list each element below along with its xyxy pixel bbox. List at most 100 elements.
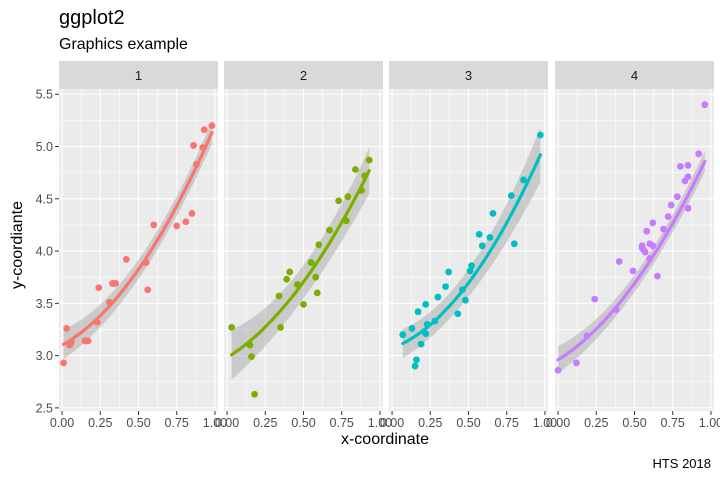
x-tick-label: 0.25 [88,416,112,430]
facet-strip [224,61,383,89]
x-tick-label: 0.75 [165,416,189,430]
data-point [591,295,599,303]
smooth-fit-line [61,131,214,346]
data-point [173,222,181,230]
x-tick-label: 0.75 [330,416,354,430]
data-point [643,227,651,235]
data-point [615,258,623,265]
data-point [445,268,453,276]
data-point [554,366,562,374]
data-point [408,325,416,332]
data-point [63,325,71,332]
facet-strip [555,61,714,89]
data-point [676,162,684,170]
data-point [182,218,190,226]
x-tick-label: 0.50 [456,416,480,430]
data-point [478,242,486,250]
data-point [122,256,130,263]
data-point [649,242,657,250]
data-point [313,289,321,297]
data-point [454,310,462,318]
chart-subtitle: Graphics example [59,36,188,53]
data-point [60,359,67,367]
facet-panel-1: 1 0.00 0.25 0.50 0.75 1.00 [50,61,227,430]
data-point [399,331,407,339]
x-tick-label: 0.00 [546,416,570,430]
facet-strip-label: 4 [631,68,638,83]
data-point [144,286,152,294]
facet-strip-label: 1 [135,68,142,83]
data-point [520,176,527,184]
smooth-fit-line [230,169,371,357]
y-axis-ticks: 2.5 3.0 3.5 4.0 4.5 5.0 5.5 [36,88,59,415]
facet-panel-2: 2 0.00 0.25 0.50 0.75 1.00 [215,61,392,430]
data-point [667,201,675,209]
data-point [629,267,637,275]
data-point [312,273,320,281]
data-point [649,219,657,227]
data-point [365,156,373,164]
x-tick-label: 0.00 [380,416,404,430]
y-axis-title: y-coordiante [9,201,26,289]
x-tick-label: 1.00 [203,416,227,430]
data-point [486,234,494,241]
data-point [695,150,703,158]
data-point [654,272,661,280]
x-tick-label: 0.75 [661,416,685,430]
data-point [684,173,692,181]
y-tick-label: 5.0 [36,140,53,154]
data-point [422,300,430,308]
data-point [326,226,333,234]
data-point [200,126,208,134]
data-point [95,284,103,292]
facet-strip [389,61,548,89]
y-tick-label: 5.5 [36,88,53,102]
smooth-fit-line [401,153,543,346]
x-tick-label: 0.25 [418,416,442,430]
data-point [442,283,449,290]
data-point [190,142,197,149]
data-point [277,323,284,331]
smooth-fit-line [556,159,707,362]
data-point [664,213,672,220]
facet-strip [59,61,218,89]
data-point [251,390,258,398]
data-point [507,192,515,200]
x-tick-label: 1.00 [699,416,720,430]
facet-panel-3: 3 0.00 0.25 0.50 0.75 1.00 [380,61,557,430]
facet-panels: 1 0.00 0.25 0.50 0.75 1.00 2 0.00 0.25 0.50 0.75 1.… [50,61,720,430]
y-tick-label: 3.5 [36,297,53,311]
x-tick-label: 0.75 [495,416,519,430]
data-point [489,210,497,217]
data-point [300,300,307,308]
x-tick-label: 1.00 [368,416,392,430]
data-point [307,259,315,266]
facet-strip-label: 2 [300,68,307,83]
x-tick-label: 0.50 [126,416,150,430]
data-point [315,241,323,249]
data-point [510,240,518,248]
y-tick-label: 4.0 [36,245,53,259]
x-axis-title: x-coordinate [341,431,429,448]
x-tick-label: 0.00 [215,416,239,430]
data-point [283,275,291,283]
data-point [684,161,692,169]
data-point [434,293,442,301]
data-point [660,225,667,233]
data-point [701,101,709,109]
data-point [411,362,419,370]
x-tick-label: 0.25 [584,416,608,430]
y-tick-label: 3.0 [36,349,53,363]
x-tick-label: 0.50 [291,416,315,430]
y-tick-label: 4.5 [36,192,53,206]
data-point [335,197,343,205]
data-point [684,204,692,212]
data-point [673,193,681,201]
data-point [112,280,119,287]
y-tick-label: 2.5 [36,401,53,415]
confidence-band [231,147,370,380]
data-point [573,359,580,367]
facet-panel-4: 4 0.00 0.25 0.50 0.75 1.00 [546,61,720,430]
data-point [466,267,474,275]
